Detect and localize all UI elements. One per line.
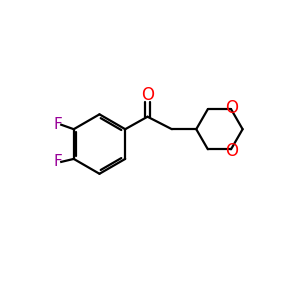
Text: O: O: [141, 86, 154, 104]
Text: O: O: [225, 99, 238, 117]
Text: F: F: [53, 154, 62, 169]
Text: F: F: [53, 117, 62, 132]
Text: O: O: [225, 142, 238, 160]
